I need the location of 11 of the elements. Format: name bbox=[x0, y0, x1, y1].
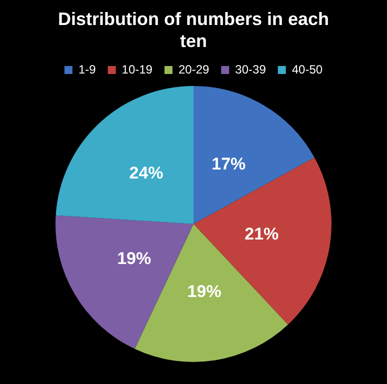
data-label: 24% bbox=[129, 163, 164, 182]
legend-label: 20-29 bbox=[178, 62, 210, 76]
data-label: 19% bbox=[117, 248, 152, 268]
legend-label: 30-39 bbox=[235, 62, 266, 76]
chart-title: Distribution of numbers in each ten bbox=[56, 8, 330, 52]
data-label: 21% bbox=[244, 224, 279, 244]
data-label: 17% bbox=[212, 154, 246, 174]
legend-label: 40-50 bbox=[292, 62, 323, 76]
legend-label: 10-19 bbox=[122, 62, 153, 76]
data-label: 19% bbox=[187, 282, 222, 301]
legend-label: 1-9 bbox=[78, 62, 96, 76]
